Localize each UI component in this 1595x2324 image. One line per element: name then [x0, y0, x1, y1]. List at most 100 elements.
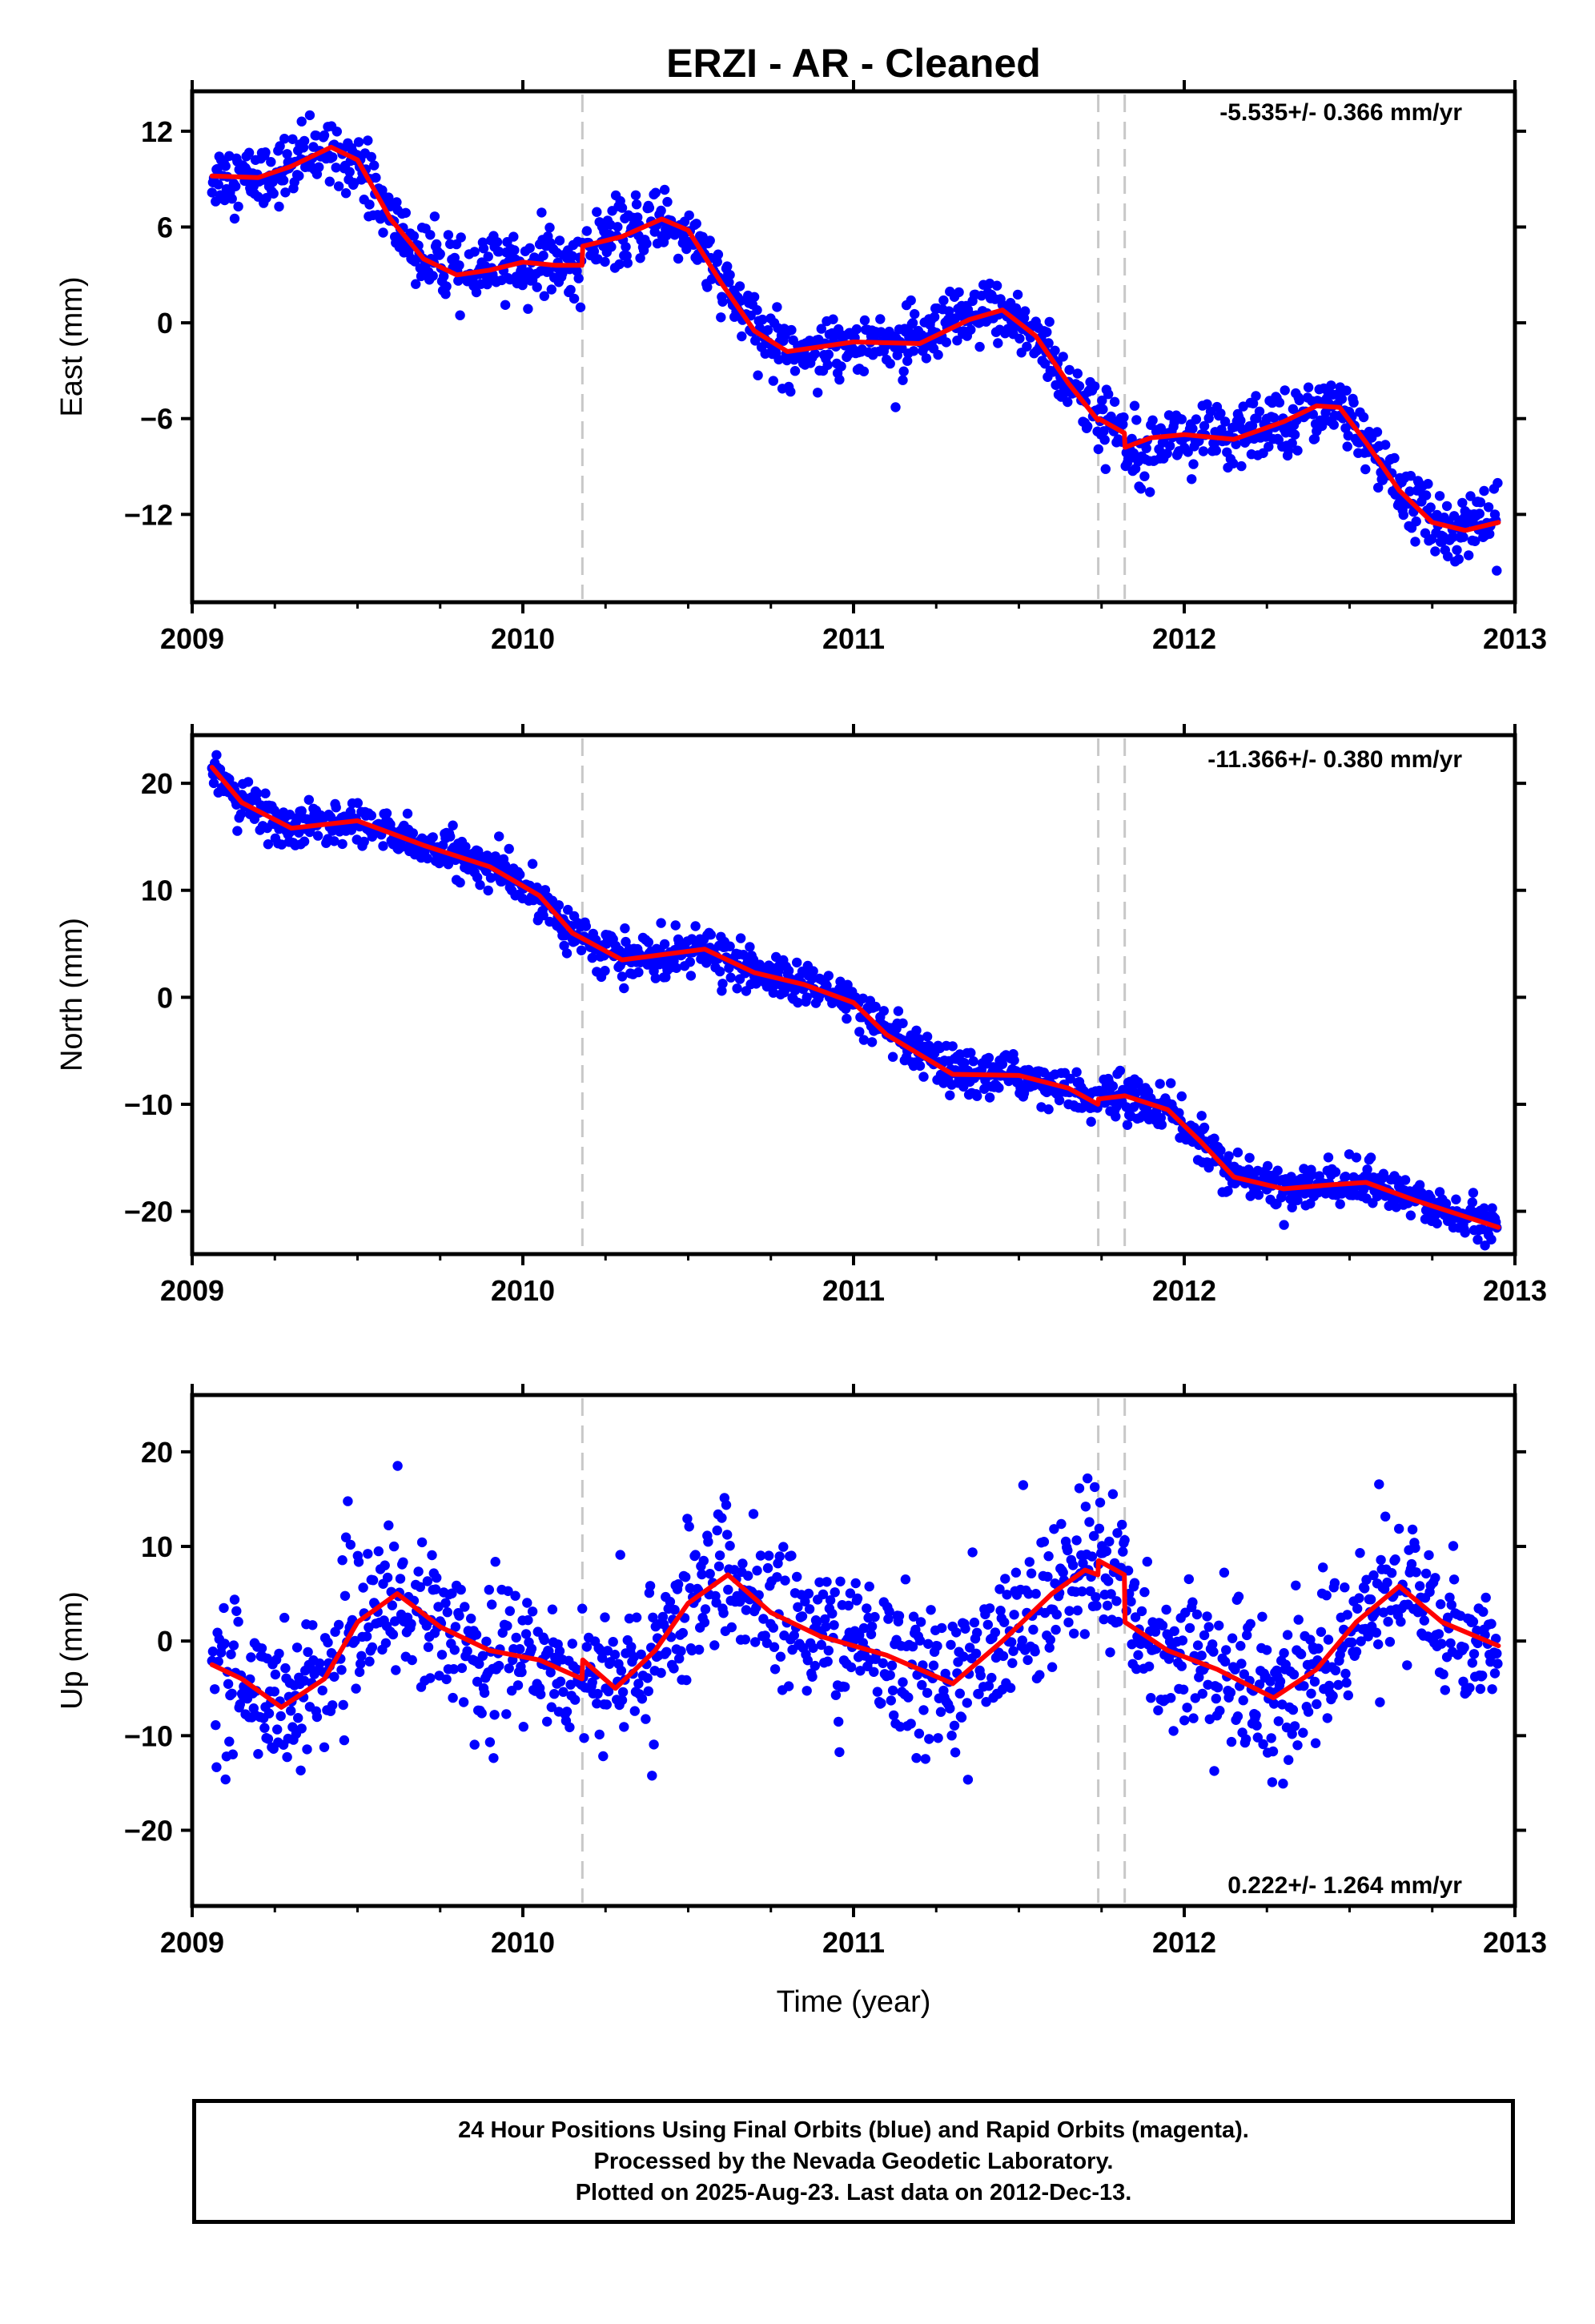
data-point — [690, 1550, 701, 1560]
rate-label: -11.366+/- 0.380 mm/yr — [1207, 746, 1462, 773]
data-point — [319, 130, 330, 141]
y-tick-label: 20 — [141, 767, 173, 800]
data-point — [1309, 433, 1320, 444]
data-point — [1326, 380, 1336, 391]
data-point — [726, 1622, 737, 1633]
data-point — [358, 1582, 368, 1593]
data-point — [460, 1602, 470, 1612]
data-point — [546, 1702, 556, 1712]
data-point — [1305, 1634, 1316, 1645]
data-point — [411, 279, 421, 289]
data-point — [885, 1670, 895, 1680]
data-point — [1166, 1693, 1176, 1703]
data-point — [828, 314, 838, 324]
data-point — [693, 1644, 705, 1655]
data-point — [440, 1598, 451, 1608]
data-point — [898, 366, 909, 376]
data-point — [532, 282, 542, 292]
data-point — [440, 289, 451, 300]
data-point — [709, 1640, 720, 1651]
data-point — [523, 1614, 533, 1626]
data-point — [1278, 1779, 1288, 1789]
data-point — [1323, 1152, 1334, 1163]
data-point — [1002, 1590, 1012, 1600]
data-point — [1164, 440, 1175, 451]
data-point — [565, 1679, 576, 1690]
data-point — [685, 971, 697, 981]
data-point — [1050, 345, 1060, 356]
data-point — [1190, 1693, 1201, 1703]
data-point — [1354, 1593, 1364, 1603]
data-point — [1184, 1622, 1195, 1634]
data-point — [500, 860, 511, 871]
data-point — [1328, 420, 1340, 430]
data-point — [275, 141, 285, 151]
data-point — [793, 1602, 803, 1613]
x-tick-label: 2013 — [1483, 1926, 1547, 1959]
data-point — [509, 245, 520, 255]
data-point — [617, 971, 628, 982]
data-point — [1065, 1073, 1075, 1084]
data-point — [227, 1749, 238, 1759]
data-point — [253, 1749, 263, 1759]
data-point — [331, 163, 341, 173]
data-point — [1128, 448, 1139, 459]
footer-box: 24 Hour Positions Using Final Orbits (bl… — [192, 2099, 1515, 2224]
data-point — [1187, 1597, 1198, 1607]
data-point — [518, 1722, 528, 1732]
data-point — [802, 1686, 812, 1696]
data-point — [1064, 364, 1075, 376]
data-point — [820, 1614, 830, 1625]
data-point — [448, 1664, 459, 1675]
data-point — [226, 1649, 236, 1659]
data-point — [1102, 1600, 1113, 1611]
data-point — [703, 1537, 713, 1547]
data-point — [1274, 397, 1285, 408]
data-point — [579, 1733, 589, 1743]
data-point — [950, 1747, 961, 1758]
data-point — [1121, 1102, 1132, 1112]
data-point — [1451, 1194, 1461, 1204]
data-point — [243, 777, 254, 787]
data-point — [990, 1627, 1001, 1638]
data-point — [592, 207, 602, 217]
data-point — [1199, 1630, 1210, 1641]
data-point — [1238, 1695, 1248, 1706]
data-point — [1118, 1546, 1128, 1557]
data-point — [1051, 1609, 1063, 1620]
data-point — [1219, 416, 1231, 427]
data-point — [397, 842, 408, 852]
data-point — [1299, 1164, 1309, 1174]
data-point — [1233, 1591, 1244, 1602]
data-point — [563, 904, 573, 915]
data-point — [476, 1708, 487, 1719]
data-point — [808, 1642, 818, 1653]
data-point — [647, 1771, 657, 1781]
data-point — [933, 349, 943, 360]
data-point — [1097, 395, 1107, 406]
data-point — [1467, 1658, 1478, 1668]
data-point — [1113, 1616, 1123, 1627]
data-point — [854, 1630, 865, 1641]
data-point — [515, 869, 525, 880]
data-point — [269, 1687, 279, 1697]
data-point — [441, 1674, 452, 1685]
data-point — [758, 1614, 769, 1624]
data-point — [722, 261, 733, 271]
data-point — [602, 1646, 613, 1656]
data-point — [1187, 474, 1197, 485]
data-point — [764, 1550, 774, 1561]
data-point — [743, 1570, 753, 1581]
y-tick-label: 6 — [157, 211, 173, 243]
data-point — [697, 1569, 707, 1580]
data-point — [1166, 1078, 1176, 1088]
data-point — [1472, 1638, 1483, 1649]
data-point — [1284, 1755, 1294, 1765]
data-point — [1291, 1580, 1301, 1591]
data-point — [1219, 1656, 1231, 1667]
data-point — [1475, 1683, 1486, 1695]
data-point — [1432, 1218, 1442, 1229]
footer-line: 24 Hour Positions Using Final Orbits (bl… — [458, 2117, 1249, 2143]
data-point — [1083, 421, 1093, 432]
data-point — [490, 1557, 500, 1567]
